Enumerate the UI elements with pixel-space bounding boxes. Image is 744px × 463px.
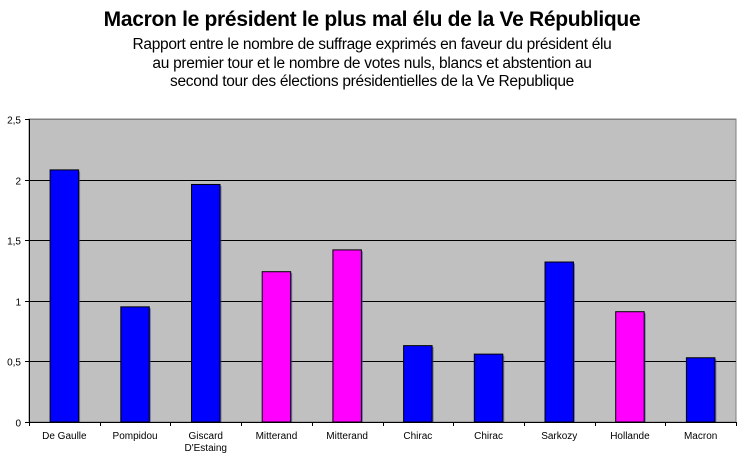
x-tick-label: Macron [684, 431, 717, 442]
x-tick-label-line: Sarkozy [541, 431, 577, 442]
bar-chirac-6 [473, 353, 504, 423]
x-tick-label-line: Mitterand [256, 431, 298, 442]
x-tick-label: Chirac [403, 431, 432, 442]
x-tick-label-line: Mitterand [326, 431, 368, 442]
x-tick-label: Chirac [474, 431, 503, 442]
bar-sarkozy-7 [544, 261, 574, 423]
x-tick-label-line: Pompidou [113, 431, 158, 442]
y-tick-label: 0,5 [7, 358, 21, 369]
y-tick-label: 1,5 [7, 237, 21, 248]
bar-giscard-d-estaing-2 [191, 183, 221, 423]
bar-macron-9 [685, 357, 716, 423]
x-tick-label: Mitterand [326, 431, 368, 442]
y-tick-label: 0 [15, 419, 21, 430]
chart-title: Macron le président le plus mal élu de l… [103, 8, 641, 31]
y-tick-label: 1 [15, 298, 21, 309]
bar-de-gaulle-0 [49, 169, 80, 423]
chart-subtitle: Rapport entre le nombre de suffrage expr… [132, 36, 612, 90]
x-tick-label: Sarkozy [541, 431, 577, 442]
x-tick-label-line: D'Estaing [185, 443, 228, 454]
x-tick-label: Pompidou [113, 431, 158, 442]
x-tick-label: Hollande [610, 431, 650, 442]
x-tick-label-line: Macron [684, 431, 717, 442]
y-tick-label: 2,5 [7, 116, 21, 127]
x-tick-label: De Gaulle [42, 431, 87, 442]
y-tick-label: 2 [15, 177, 21, 188]
bar-hollande-8 [615, 311, 645, 423]
bar-chirac-5 [403, 345, 433, 423]
x-tick-label-line: De Gaulle [42, 431, 87, 442]
bar-mitterand-3 [261, 271, 292, 423]
bar-mitterand-4 [332, 249, 362, 423]
bar-pompidou-1 [120, 306, 150, 423]
x-tick-label-line: Hollande [610, 431, 650, 442]
x-tick-label-line: Chirac [474, 431, 503, 442]
x-tick-label: Giscard D'Estaing [185, 431, 228, 454]
x-tick-label-line: Chirac [403, 431, 432, 442]
x-tick-label-line: Giscard [189, 431, 223, 442]
x-tick-label: Mitterand [256, 431, 298, 442]
